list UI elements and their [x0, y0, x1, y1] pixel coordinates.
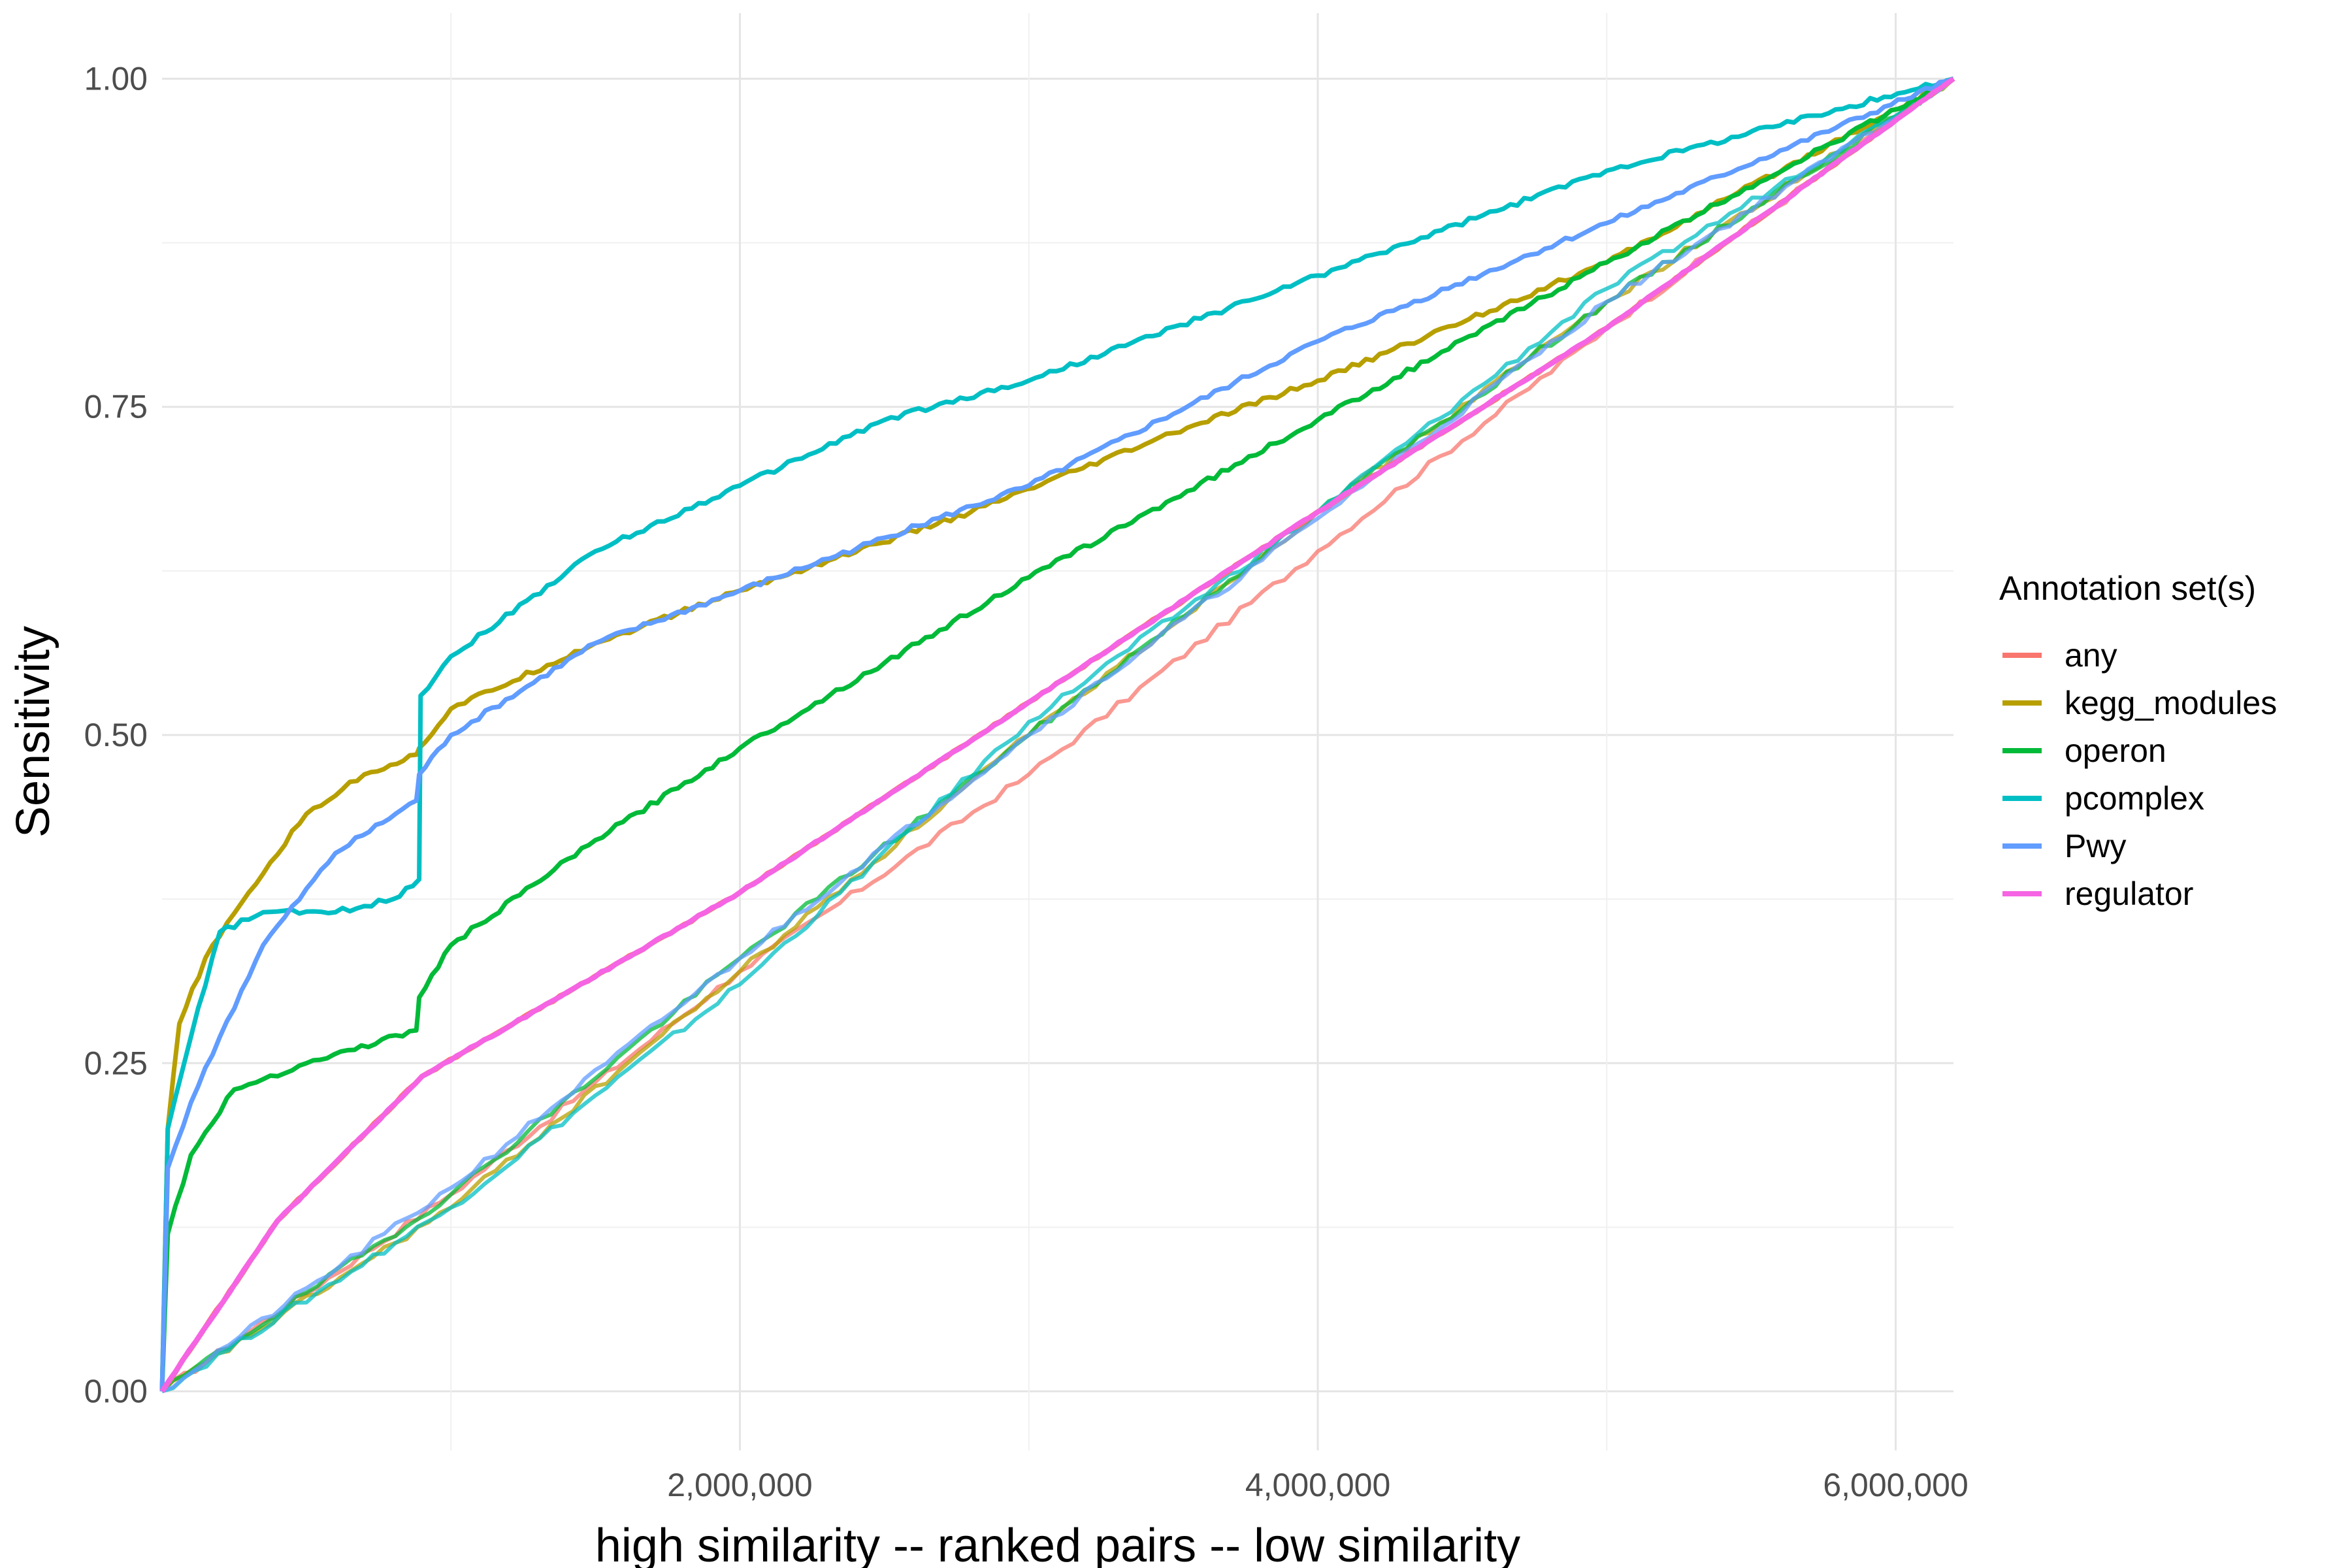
legend-label: pcomplex	[2065, 780, 2204, 817]
series-line-operon	[159, 76, 1954, 1392]
series-line-pcomplex	[159, 76, 1954, 1392]
legend-label: kegg_modules	[2065, 685, 2277, 721]
legend-label: any	[2065, 637, 2117, 674]
background-lines	[160, 76, 1955, 1394]
y-tick-label: 0.75	[84, 389, 148, 425]
y-tick-label: 0.25	[84, 1045, 148, 1081]
tick-labels: 0.00 0.25 0.50 0.75 1.00 2,000,000 4,000,000 6,…	[84, 60, 1968, 1503]
y-tick-label: 0.50	[84, 717, 148, 753]
background-line	[160, 77, 1955, 1393]
y-tick-label: 1.00	[84, 60, 148, 97]
legend-label: Pwy	[2065, 828, 2126, 864]
x-tick-label: 4,000,000	[1245, 1467, 1390, 1503]
legend-label: regulator	[2065, 875, 2193, 912]
series-line-pwy	[159, 76, 1955, 1392]
series-lines	[159, 76, 1955, 1393]
grid	[162, 13, 1953, 1450]
background-line	[161, 76, 1955, 1394]
legend-label: operon	[2065, 732, 2166, 769]
y-axis-title: Sensitivity	[7, 626, 59, 838]
x-tick-label: 2,000,000	[667, 1467, 812, 1503]
x-axis-title: high similarity -- ranked pairs -- low s…	[595, 1520, 1520, 1568]
legend-title: Annotation set(s)	[1999, 570, 2256, 608]
series-line-regulator	[159, 76, 1955, 1393]
x-tick-label: 6,000,000	[1823, 1467, 1968, 1503]
y-tick-label: 0.00	[84, 1373, 148, 1410]
background-line	[161, 77, 1955, 1394]
